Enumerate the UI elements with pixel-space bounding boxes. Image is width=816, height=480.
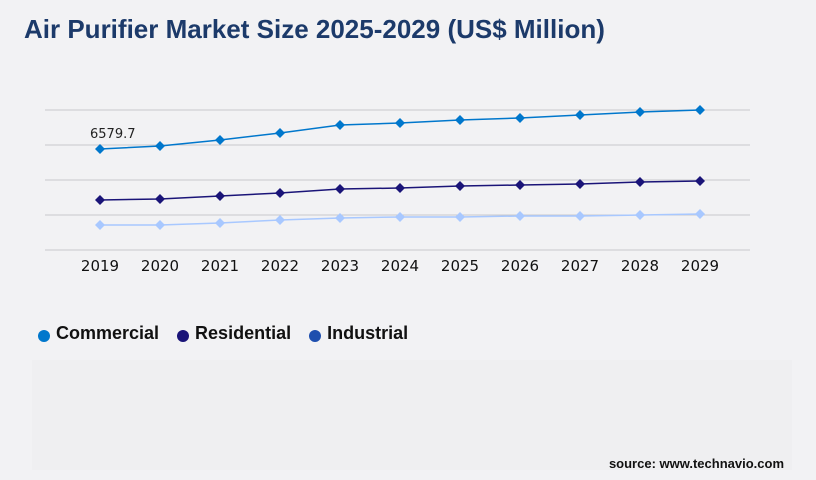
data-point-commercial <box>635 106 645 117</box>
legend-marker-icon <box>38 329 50 342</box>
data-point-commercial <box>335 119 345 130</box>
data-point-industrial <box>335 212 345 223</box>
data-label: 6579.7 <box>90 127 136 142</box>
x-tick-label: 2028 <box>621 257 659 275</box>
data-point-residential <box>95 194 105 205</box>
legend-label: Commercial <box>56 323 160 343</box>
data-point-industrial <box>275 214 285 225</box>
data-point-residential <box>215 190 225 201</box>
data-point-industrial <box>395 211 405 222</box>
data-point-commercial <box>575 109 585 120</box>
data-point-residential <box>515 179 525 190</box>
data-point-residential <box>575 178 585 189</box>
legend-label: Residential <box>195 323 292 343</box>
data-point-industrial <box>215 217 225 228</box>
data-point-residential <box>455 180 465 191</box>
data-point-residential <box>275 187 285 198</box>
data-point-industrial <box>455 211 465 222</box>
data-point-industrial <box>95 219 105 230</box>
series-line-commercial <box>99 109 701 150</box>
x-tick-label: 2023 <box>321 257 359 275</box>
legend-label: Industrial <box>327 323 409 343</box>
x-tick-label: 2022 <box>261 257 299 275</box>
legend: Commercial Residential Industrial <box>38 323 408 344</box>
data-point-commercial <box>155 140 165 151</box>
data-point-residential <box>395 182 405 193</box>
data-point-commercial <box>695 104 705 115</box>
chart-title: Air Purifier Market Size 2025-2029 (US$ … <box>24 14 605 44</box>
data-point-commercial <box>95 143 105 154</box>
data-point-industrial <box>515 210 525 221</box>
x-tick-label: 2027 <box>561 257 599 275</box>
footer-panel <box>32 360 792 470</box>
line-chart: 2019 2020 2021 2022 2023 2024 2025 2026 2027 2028… <box>45 104 750 275</box>
data-point-commercial <box>215 134 225 145</box>
data-point-commercial <box>395 117 405 128</box>
x-tick-label: 2029 <box>681 257 719 275</box>
legend-item-residential: Residential <box>177 323 291 344</box>
data-point-residential <box>335 183 345 194</box>
data-point-industrial <box>575 210 585 221</box>
data-point-residential <box>635 176 645 187</box>
data-point-residential <box>155 193 165 204</box>
data-point-industrial <box>635 210 645 220</box>
x-tick-label: 2025 <box>441 257 479 275</box>
legend-item-industrial: Industrial <box>309 323 408 344</box>
data-point-residential <box>695 175 705 186</box>
data-point-commercial <box>275 127 285 138</box>
data-point-commercial <box>455 114 465 125</box>
x-tick-label: 2021 <box>201 257 239 275</box>
legend-item-commercial: Commercial <box>38 323 159 344</box>
data-point-industrial <box>155 219 165 230</box>
x-tick-label: 2020 <box>141 257 179 275</box>
x-tick-label: 2026 <box>501 257 539 275</box>
data-point-industrial <box>695 209 705 220</box>
legend-marker-icon <box>177 329 190 342</box>
legend-marker-icon <box>309 329 322 342</box>
source-label: source: www.technavio.com <box>608 456 784 471</box>
data-point-commercial <box>515 112 525 123</box>
x-tick-label: 2024 <box>381 257 419 275</box>
x-tick-label: 2019 <box>81 257 119 275</box>
